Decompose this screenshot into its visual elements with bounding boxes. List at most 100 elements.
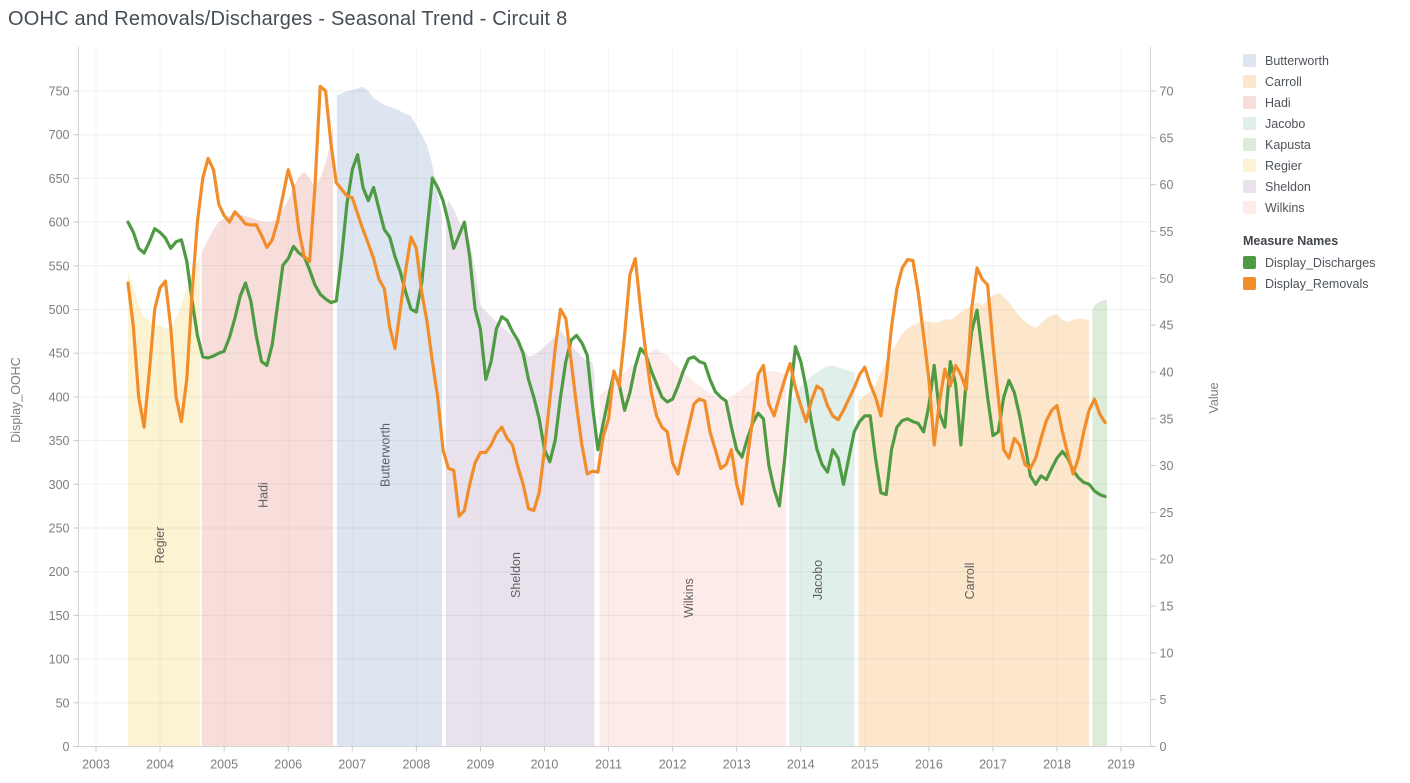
x-axis-tick-label: 2007 <box>338 758 366 772</box>
left-axis-tick-label: 750 <box>49 85 70 99</box>
x-axis-tick-label: 2018 <box>1043 758 1071 772</box>
legend-item-kapusta[interactable]: Kapusta <box>1243 134 1407 155</box>
x-axis-tick-label: 2008 <box>402 758 430 772</box>
left-axis-tick-label: 0 <box>63 740 70 754</box>
right-axis-tick-label: 35 <box>1160 412 1174 426</box>
legend-swatch <box>1243 75 1256 88</box>
right-axis-tick-label: 5 <box>1160 693 1167 707</box>
region-area-hadi[interactable] <box>201 123 334 747</box>
legend-label: Carroll <box>1265 74 1302 89</box>
x-axis-tick-label: 2003 <box>82 758 110 772</box>
legend-label: Wilkins <box>1265 200 1305 215</box>
left-axis-tick-label: 200 <box>49 565 70 579</box>
legend-label: Hadi <box>1265 95 1291 110</box>
legend-label: Sheldon <box>1265 179 1311 194</box>
right-axis-tick-label: 0 <box>1160 740 1167 754</box>
x-axis-tick-label: 2011 <box>595 758 622 772</box>
legend-measure-display_removals[interactable]: Display_Removals <box>1243 273 1407 294</box>
legend-label: Display_Removals <box>1265 276 1369 291</box>
right-axis-tick-label: 30 <box>1160 459 1174 473</box>
legend-item-regier[interactable]: Regier <box>1243 155 1407 176</box>
region-area-wilkins[interactable] <box>599 348 786 747</box>
left-axis-tick-label: 100 <box>49 653 70 667</box>
x-axis-tick-label: 2013 <box>723 758 751 772</box>
region-label-regier: Regier <box>153 527 167 564</box>
legend-label: Regier <box>1265 158 1302 173</box>
right-axis-tick-label: 15 <box>1160 600 1174 614</box>
right-axis-tick-label: 40 <box>1160 365 1174 379</box>
region-label-jacobo: Jacobo <box>811 560 825 600</box>
right-axis-tick-label: 10 <box>1160 646 1174 660</box>
right-axis-tick-label: 60 <box>1160 178 1174 192</box>
legend-swatch <box>1243 159 1256 172</box>
legend-label: Jacobo <box>1265 116 1306 131</box>
x-axis-tick-label: 2012 <box>659 758 687 772</box>
left-axis-tick-label: 700 <box>49 128 70 142</box>
x-axis-tick-label: 2006 <box>274 758 302 772</box>
left-axis-tick-label: 150 <box>49 609 70 623</box>
left-axis-tick-label: 300 <box>49 478 70 492</box>
legend-item-butterworth[interactable]: Butterworth <box>1243 50 1407 71</box>
legend-swatch <box>1243 180 1256 193</box>
left-axis-tick-label: 50 <box>56 696 70 710</box>
measure-names-title: Measure Names <box>1243 234 1339 248</box>
legend-swatch <box>1243 117 1256 130</box>
region-area-kapusta[interactable] <box>1092 299 1107 747</box>
left-axis-tick-label: 400 <box>49 390 70 404</box>
page-title: OOHC and Removals/Discharges - Seasonal … <box>8 8 568 30</box>
x-axis-tick-label: 2014 <box>787 758 815 772</box>
x-axis-tick-label: 2010 <box>531 758 559 772</box>
region-label-hadi: Hadi <box>256 482 270 508</box>
legend-swatch <box>1243 54 1256 67</box>
left-axis-tick-label: 650 <box>49 172 70 186</box>
x-axis-tick-label: 2015 <box>851 758 879 772</box>
region-area-jacobo[interactable] <box>789 365 855 747</box>
region-label-butterworth: Butterworth <box>378 423 392 487</box>
region-area-regier[interactable] <box>128 256 200 747</box>
right-axis-tick-label: 70 <box>1160 85 1174 99</box>
legend-label: Kapusta <box>1265 137 1311 152</box>
legend-swatch <box>1243 277 1256 290</box>
legend-measure-display_discharges[interactable]: Display_Discharges <box>1243 252 1407 273</box>
legend-label: Display_Discharges <box>1265 255 1376 270</box>
left-axis-tick-label: 450 <box>49 347 70 361</box>
right-axis-tick-label: 45 <box>1160 319 1174 333</box>
legend-item-sheldon[interactable]: Sheldon <box>1243 176 1407 197</box>
legend-item-carroll[interactable]: Carroll <box>1243 71 1407 92</box>
legend-swatch <box>1243 201 1256 214</box>
right-axis-tick-label: 25 <box>1160 506 1174 520</box>
x-axis-tick-label: 2016 <box>915 758 943 772</box>
x-axis-tick-label: 2005 <box>210 758 238 772</box>
left-axis-tick-label: 500 <box>49 303 70 317</box>
legend-swatch <box>1243 138 1256 151</box>
measure-legend: Display_Discharges Display_Removals <box>1243 252 1407 294</box>
x-axis-tick-label: 2004 <box>146 758 174 772</box>
right-axis-title: Value <box>1207 382 1221 414</box>
region-label-carroll: Carroll <box>963 563 977 600</box>
removals-line[interactable] <box>126 84 1107 518</box>
left-axis-tick-label: 600 <box>49 216 70 230</box>
x-axis-tick-label: 2009 <box>467 758 495 772</box>
x-axis-tick-label: 2019 <box>1107 758 1135 772</box>
legend-swatch <box>1243 96 1256 109</box>
region-label-wilkins: Wilkins <box>682 578 696 618</box>
region-legend: Butterworth Carroll Hadi Jacobo Kapusta Regie… <box>1243 50 1407 218</box>
right-axis-tick-label: 55 <box>1160 225 1174 239</box>
region-area-carroll[interactable] <box>858 292 1090 747</box>
region-label-sheldon: Sheldon <box>509 552 523 598</box>
legend-item-jacobo[interactable]: Jacobo <box>1243 113 1407 134</box>
left-axis-title: Display_OOHC <box>9 357 23 443</box>
right-axis-tick-label: 50 <box>1160 272 1174 286</box>
left-axis-tick-label: 250 <box>49 522 70 536</box>
right-axis-tick-label: 65 <box>1160 131 1174 145</box>
legend-item-hadi[interactable]: Hadi <box>1243 92 1407 113</box>
x-axis-tick-label: 2017 <box>979 758 1007 772</box>
left-axis-tick-label: 350 <box>49 434 70 448</box>
legend-panel: Butterworth Carroll Hadi Jacobo Kapusta Regie… <box>1243 50 1407 294</box>
legend-item-wilkins[interactable]: Wilkins <box>1243 197 1407 218</box>
left-axis-tick-label: 550 <box>49 259 70 273</box>
legend-label: Butterworth <box>1265 53 1329 68</box>
